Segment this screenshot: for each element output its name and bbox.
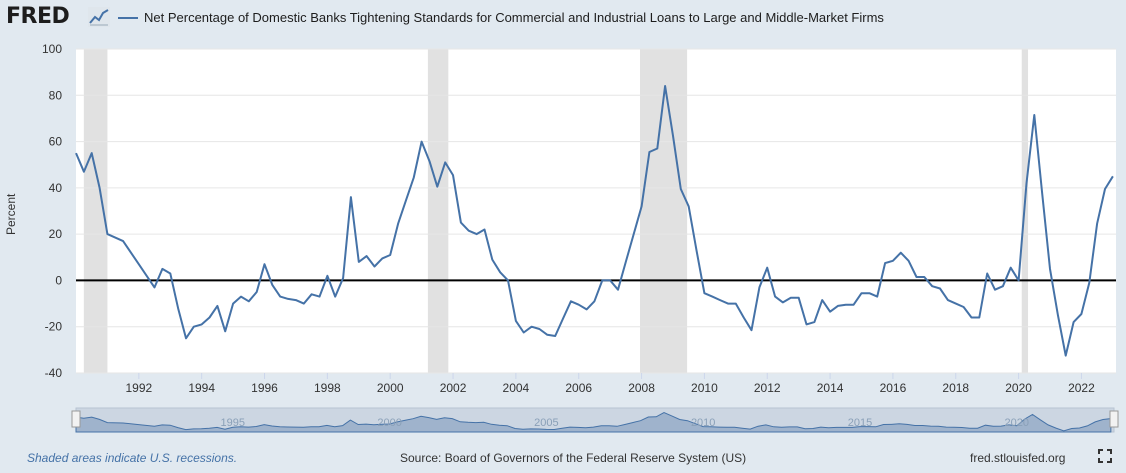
x-tick-label: 1994 [188, 381, 215, 395]
y-tick-label: -40 [45, 366, 63, 380]
x-tick-label: 2010 [691, 381, 718, 395]
source-text: Source: Board of Governors of the Federa… [400, 451, 747, 465]
x-tick-label: 2006 [565, 381, 592, 395]
fullscreen-icon[interactable] [1098, 449, 1112, 463]
x-tick-label: 1992 [125, 381, 152, 395]
source-url-link[interactable]: fred.stlouisfed.org [970, 451, 1066, 465]
navigator-handle-left[interactable] [71, 410, 81, 428]
navigator-tick-label: 1995 [221, 417, 245, 429]
x-tick-label: 2018 [942, 381, 969, 395]
x-tick-label: 2004 [503, 381, 530, 395]
x-tick-label: 2002 [440, 381, 467, 395]
y-axis-label: Percent [4, 193, 18, 235]
y-tick-label: 100 [42, 42, 62, 56]
x-tick-label: 2014 [817, 381, 844, 395]
navigator-handle-right[interactable] [1109, 410, 1119, 428]
recession-band [83, 49, 108, 373]
plot-area [76, 49, 1116, 373]
x-tick-label: 1998 [314, 381, 341, 395]
y-tick-label: 80 [49, 88, 63, 102]
recession-note: Shaded areas indicate U.S. recessions. [27, 451, 238, 465]
x-tick-label: 2022 [1068, 381, 1095, 395]
y-tick-label: 20 [49, 227, 63, 241]
navigator-tick-label: 2015 [848, 417, 872, 429]
fred-logo[interactable]: FRED [6, 4, 70, 29]
series-legend[interactable]: Net Percentage of Domestic Banks Tighten… [118, 10, 884, 25]
y-tick-label: 0 [55, 273, 62, 287]
x-tick-label: 1996 [251, 381, 278, 395]
y-tick-label: 40 [49, 181, 63, 195]
trend-line-icon [88, 7, 110, 27]
legend-label: Net Percentage of Domestic Banks Tighten… [144, 10, 884, 25]
navigator-tick-label: 2020 [1005, 417, 1029, 429]
recession-band [427, 49, 449, 373]
y-tick-label: -20 [45, 320, 63, 334]
x-tick-label: 2016 [880, 381, 907, 395]
x-tick-label: 2000 [377, 381, 404, 395]
navigator-tick-label: 2005 [534, 417, 558, 429]
series-line [75, 85, 1114, 357]
chart-header: FRED Net Percentage of Domestic Banks Ti… [0, 0, 1126, 40]
y-tick-label: 60 [49, 135, 63, 149]
x-tick-label: 2012 [754, 381, 781, 395]
navigator-series [75, 411, 1112, 433]
line-chart[interactable]: -40 -20 0 20 40 60 80 100 1992 1994 1996 1998 2000 20… [0, 40, 1126, 440]
x-tick-label: 2020 [1005, 381, 1032, 395]
legend-swatch [118, 16, 138, 19]
navigator-tick-label: 2000 [377, 417, 401, 429]
navigator-tick-label: 2010 [691, 417, 715, 429]
x-tick-label: 2008 [628, 381, 655, 395]
